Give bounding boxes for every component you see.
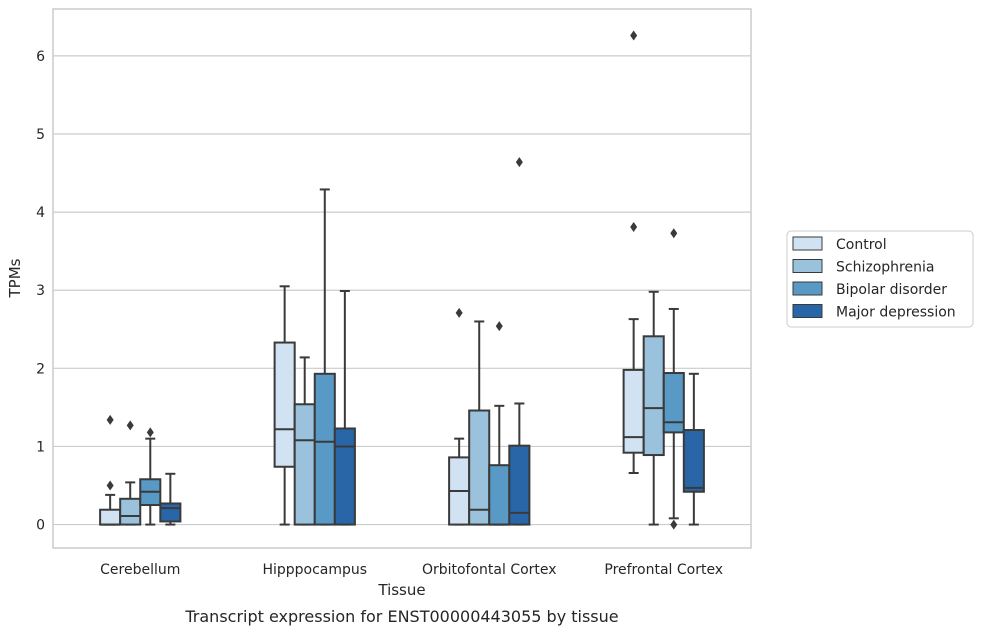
- box-body: [99, 508, 122, 526]
- y-tick-label: 5: [36, 127, 45, 143]
- box-groups: [99, 30, 705, 530]
- x-tick-label: Prefrontal Cortex: [604, 562, 723, 578]
- outlier-point: [515, 157, 523, 168]
- box-body: [159, 502, 182, 523]
- y-tick-label: 4: [36, 205, 45, 221]
- box-body: [468, 409, 491, 526]
- y-tick-labels: 0 1 2 3 4 5 6: [36, 49, 45, 534]
- legend-box: [786, 230, 974, 328]
- x-tick-labels: Cerebellum Hipppocampus Orbitofontal Corte…: [100, 562, 723, 578]
- box-body: [508, 444, 531, 526]
- legend-swatch: [792, 259, 823, 273]
- outlier-point: [106, 480, 114, 491]
- box-control: [99, 414, 122, 526]
- box-body: [622, 368, 645, 454]
- legend-swatch: [792, 281, 823, 296]
- box-major-depression: [682, 372, 705, 526]
- y-axis-label: TPMs: [6, 258, 24, 298]
- box-body: [333, 427, 356, 526]
- legend-label: Schizophrenia: [836, 260, 934, 276]
- outlier-point: [670, 228, 678, 239]
- y-tick-label: 2: [36, 361, 45, 377]
- chart-caption: Transcript expression for ENST0000044305…: [184, 607, 618, 626]
- outlier-point: [670, 519, 678, 530]
- box-bipolar-disorder: [139, 427, 162, 526]
- x-tick-label: Hipppocampus: [262, 562, 367, 578]
- outlier-point: [630, 30, 638, 41]
- legend-label: Control: [836, 237, 887, 253]
- outlier-point: [495, 321, 503, 332]
- outlier-point: [455, 307, 463, 318]
- legend-label: Bipolar disorder: [836, 282, 947, 298]
- box-major-depression: [508, 157, 531, 526]
- legend-label: Major depression: [836, 305, 956, 321]
- y-tick-label: 1: [36, 439, 45, 455]
- box-body: [119, 497, 142, 526]
- legend-swatch: [792, 236, 823, 251]
- x-tick-label: Cerebellum: [100, 562, 180, 578]
- x-tick-label: Orbitofontal Cortex: [422, 562, 557, 578]
- box-body: [313, 372, 336, 526]
- grid-lines: [53, 55, 751, 526]
- box-body: [662, 372, 685, 434]
- outlier-point: [146, 427, 154, 438]
- y-tick-label: 6: [36, 49, 45, 65]
- box-major-depression: [159, 472, 182, 526]
- box-body: [682, 429, 705, 493]
- plot-frame: [52, 8, 752, 549]
- outlier-point: [126, 420, 134, 431]
- box-major-depression: [333, 289, 356, 526]
- x-axis-label: Tissue: [377, 581, 425, 599]
- plot-area: [53, 9, 751, 548]
- box-schizophrenia: [119, 420, 142, 526]
- legend-swatch: [792, 304, 823, 318]
- legend: Control Schizophrenia Bipolar disorder Majo…: [786, 230, 974, 328]
- box-body: [488, 464, 511, 526]
- outlier-point: [630, 221, 638, 232]
- outlier-point: [106, 414, 114, 425]
- box-body: [642, 335, 665, 457]
- box-body: [293, 403, 316, 526]
- box-bipolar-disorder: [662, 228, 685, 530]
- y-tick-label: 0: [36, 518, 45, 534]
- box-body: [273, 341, 296, 468]
- y-tick-label: 3: [36, 283, 45, 299]
- box-control: [273, 285, 296, 526]
- box-schizophrenia: [642, 290, 665, 526]
